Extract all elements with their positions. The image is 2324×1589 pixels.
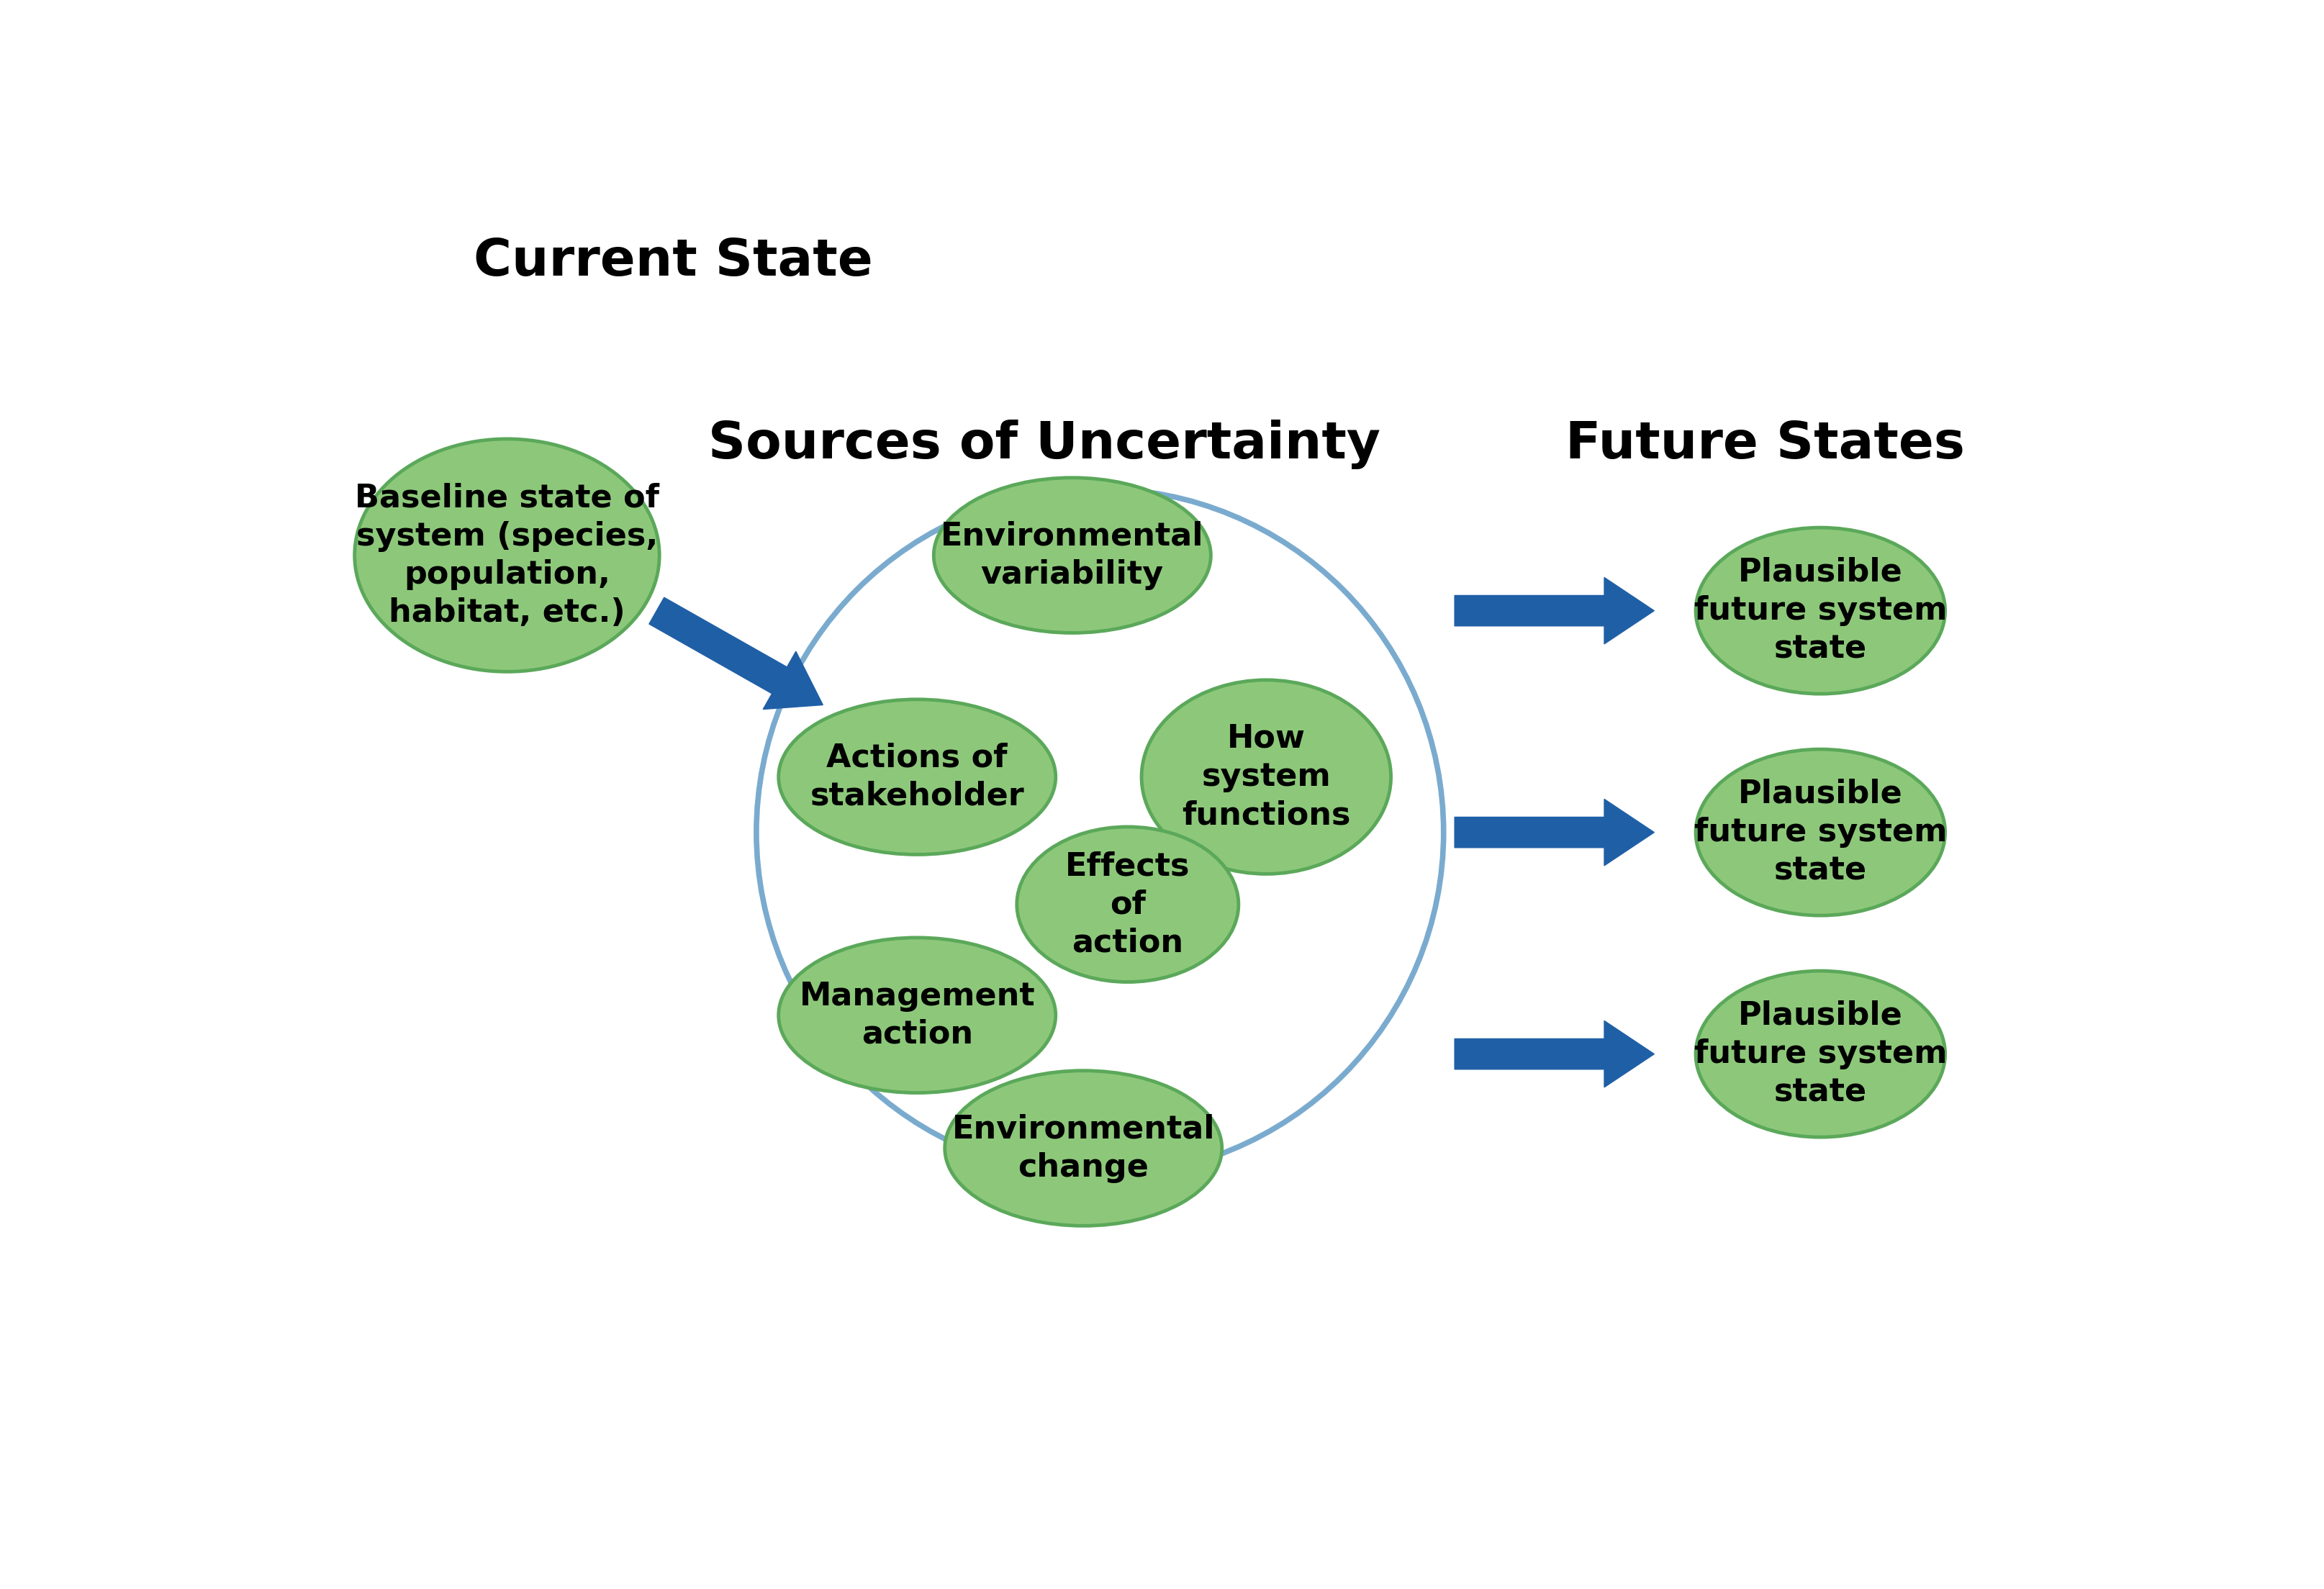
Text: Plausible
future system
state: Plausible future system state — [1694, 779, 1945, 887]
Text: How
system
functions: How system functions — [1181, 723, 1350, 831]
Ellipse shape — [944, 1071, 1222, 1225]
Text: Sources of Uncertainty: Sources of Uncertainty — [709, 419, 1380, 469]
Text: Plausible
future system
state: Plausible future system state — [1694, 999, 1945, 1108]
Ellipse shape — [779, 938, 1055, 1093]
Text: Actions of
stakeholder: Actions of stakeholder — [809, 742, 1025, 812]
Text: Baseline state of
system (species,
population,
habitat, etc.): Baseline state of system (species, popul… — [356, 483, 660, 628]
Text: Environmental
variability: Environmental variability — [941, 521, 1204, 590]
FancyArrow shape — [648, 597, 823, 709]
Text: Future States: Future States — [1564, 419, 1964, 469]
Text: Environmental
change: Environmental change — [951, 1114, 1215, 1182]
Ellipse shape — [779, 699, 1055, 855]
FancyArrow shape — [1455, 577, 1655, 644]
Ellipse shape — [1016, 826, 1239, 982]
Text: Plausible
future system
state: Plausible future system state — [1694, 558, 1945, 664]
Text: Effects
of
action: Effects of action — [1064, 850, 1190, 958]
Ellipse shape — [934, 478, 1211, 632]
Ellipse shape — [356, 439, 660, 672]
Ellipse shape — [1141, 680, 1390, 874]
Ellipse shape — [1694, 750, 1945, 915]
Ellipse shape — [1694, 971, 1945, 1138]
Text: Management
action: Management action — [799, 980, 1034, 1050]
FancyArrow shape — [1455, 1020, 1655, 1087]
FancyArrow shape — [1455, 799, 1655, 866]
Text: Current State: Current State — [474, 237, 874, 286]
Ellipse shape — [1694, 528, 1945, 694]
